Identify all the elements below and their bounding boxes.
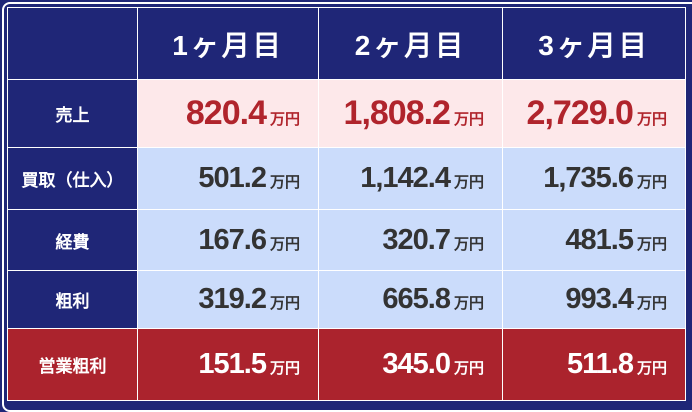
value-cell: 345.0 万円: [318, 328, 503, 401]
table-row: 経費 167.6 万円 320.7 万円 481.5 万円: [7, 209, 686, 271]
value-cell: 665.8 万円: [318, 270, 503, 329]
table-row: 営業粗利 151.5 万円 345.0 万円 511.8 万円: [7, 328, 686, 401]
row-label: 経費: [7, 209, 138, 271]
value-cell: 820.4 万円: [137, 79, 319, 148]
value-cell: 993.4 万円: [502, 270, 686, 329]
value-cell: 481.5 万円: [502, 209, 686, 271]
table-row: 粗利 319.2 万円 665.8 万円 993.4 万円: [7, 270, 686, 329]
table-row: 買取（仕入） 501.2 万円 1,142.4 万円 1,735.6 万円: [7, 147, 686, 210]
col-month-3: 3ヶ月目: [502, 7, 686, 80]
value-cell: 319.2 万円: [137, 270, 319, 329]
table-row: 売上 820.4 万円 1,808.2 万円 2,729.0 万円: [7, 79, 686, 148]
row-label: 買取（仕入）: [7, 147, 138, 210]
header-row: 1ヶ月目 2ヶ月目 3ヶ月目: [7, 7, 686, 80]
value-cell: 167.6 万円: [137, 209, 319, 271]
row-label: 粗利: [7, 270, 138, 329]
value-cell: 2,729.0 万円: [502, 79, 686, 148]
col-month-2: 2ヶ月目: [318, 7, 503, 80]
value-cell: 1,735.6 万円: [502, 147, 686, 210]
value-cell: 320.7 万円: [318, 209, 503, 271]
value-cell: 151.5 万円: [137, 328, 319, 401]
value-cell: 1,808.2 万円: [318, 79, 503, 148]
value-cell: 511.8 万円: [502, 328, 686, 401]
row-label: 営業粗利: [7, 328, 138, 401]
value-cell: 1,142.4 万円: [318, 147, 503, 210]
corner-cell: [7, 7, 138, 80]
row-label: 売上: [7, 79, 138, 148]
value-cell: 501.2 万円: [137, 147, 319, 210]
profit-table: 1ヶ月目 2ヶ月目 3ヶ月目 売上 820.4 万円 1,808.2 万円 2,72…: [7, 7, 686, 401]
col-month-1: 1ヶ月目: [137, 7, 319, 80]
